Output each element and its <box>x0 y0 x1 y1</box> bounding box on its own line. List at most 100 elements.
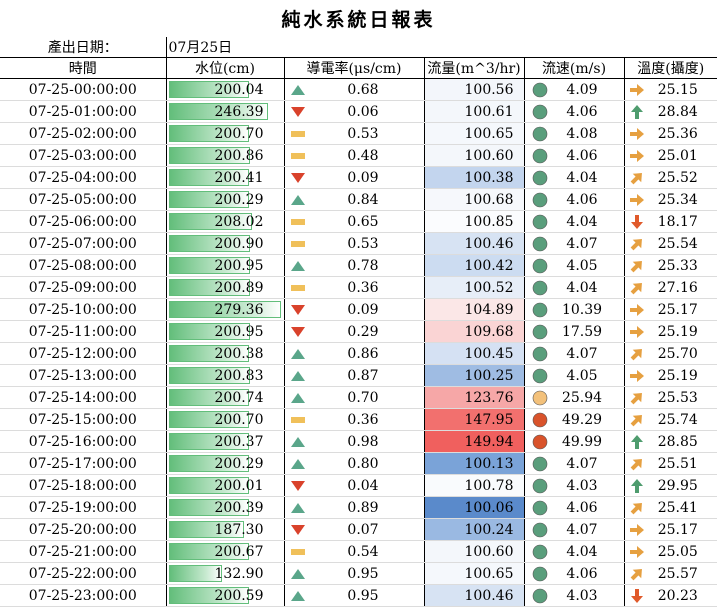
speed-cell: 4.04 <box>524 210 625 233</box>
arrow-upright-icon <box>625 456 649 472</box>
conductivity-cell: 0.36 <box>284 276 425 299</box>
conductivity-value: 0.78 <box>347 257 379 274</box>
level-cell: 200.70 <box>166 122 285 145</box>
speed-cell: 4.05 <box>524 254 625 277</box>
speed-cell: 4.05 <box>524 364 625 387</box>
level-cell: 200.01 <box>166 474 285 497</box>
level-bar <box>168 235 250 252</box>
arrow-right-icon <box>625 82 649 98</box>
temperature-value: 25.70 <box>657 345 698 362</box>
arrow-right-icon <box>625 192 649 208</box>
time-cell: 07-25-02:00:00 <box>0 122 167 145</box>
triangle-neutral-icon <box>287 416 309 423</box>
temperature-value: 25.17 <box>657 301 698 318</box>
speed-value: 10.39 <box>561 301 603 318</box>
conductivity-cell: 0.48 <box>284 144 425 167</box>
temperature-value: 29.95 <box>657 477 698 494</box>
flow-cell: 100.25 <box>424 364 525 387</box>
temperature-cell: 25.34 <box>624 188 717 211</box>
triangle-up-icon <box>287 84 309 95</box>
flow-value: 100.42 <box>464 257 514 274</box>
arrow-upright-icon <box>625 346 649 362</box>
level-cell: 200.70 <box>166 408 285 431</box>
temperature-cell: 25.05 <box>624 540 717 563</box>
table-row: 07-25-15:00:00 200.70 0.36 147.95 49.29 25.74 <box>0 408 717 431</box>
table-row: 07-25-12:00:00 200.38 0.86 100.45 4.07 25.70 <box>0 342 717 365</box>
level-cell: 200.37 <box>166 430 285 453</box>
temperature-cell: 25.17 <box>624 518 717 541</box>
circle-green-icon <box>525 126 555 142</box>
triangle-down-icon <box>287 326 309 337</box>
table-row: 07-25-16:00:00 200.37 0.98 149.94 49.99 28.85 <box>0 430 717 453</box>
header-conductivity: 導電率(μs/cm) <box>284 57 425 79</box>
flow-value: 109.68 <box>464 323 514 340</box>
speed-cell: 4.09 <box>524 78 625 101</box>
speed-value: 4.07 <box>566 521 598 538</box>
temperature-value: 25.41 <box>657 499 698 516</box>
circle-red-icon <box>525 412 555 428</box>
circle-green-icon <box>525 478 555 494</box>
flow-cell: 147.95 <box>424 408 525 431</box>
flow-cell: 123.76 <box>424 386 525 409</box>
speed-value: 25.94 <box>561 389 603 406</box>
speed-value: 49.29 <box>561 411 603 428</box>
flow-cell: 100.65 <box>424 562 525 585</box>
speed-cell: 4.04 <box>524 540 625 563</box>
time-cell: 07-25-15:00:00 <box>0 408 167 431</box>
circle-green-icon <box>525 104 555 120</box>
temperature-cell: 25.19 <box>624 320 717 343</box>
header-level: 水位(cm) <box>166 57 285 79</box>
conductivity-cell: 0.54 <box>284 540 425 563</box>
table-row: 07-25-11:00:00 200.95 0.29 109.68 17.59 25.19 <box>0 320 717 343</box>
triangle-up-icon <box>287 260 309 271</box>
conductivity-value: 0.89 <box>347 499 379 516</box>
level-cell: 200.89 <box>166 276 285 299</box>
triangle-up-icon <box>287 590 309 601</box>
conductivity-value: 0.07 <box>347 521 379 538</box>
speed-value: 4.07 <box>566 455 598 472</box>
level-value: 200.29 <box>214 455 264 472</box>
level-bar <box>168 411 249 428</box>
table-row: 07-25-03:00:00 200.86 0.48 100.60 4.06 25.01 <box>0 144 717 167</box>
conductivity-value: 0.65 <box>347 213 379 230</box>
triangle-down-icon <box>287 172 309 183</box>
table-row: 07-25-05:00:00 200.29 0.84 100.68 4.06 25.34 <box>0 188 717 211</box>
flow-value: 100.60 <box>464 543 514 560</box>
time-cell: 07-25-22:00:00 <box>0 562 167 585</box>
arrow-right-icon <box>625 522 649 538</box>
table-row: 07-25-04:00:00 200.41 0.09 100.38 4.04 25.52 <box>0 166 717 189</box>
speed-cell: 25.94 <box>524 386 625 409</box>
level-cell: 200.29 <box>166 452 285 475</box>
conductivity-cell: 0.04 <box>284 474 425 497</box>
flow-value: 100.13 <box>464 455 514 472</box>
flow-value: 100.52 <box>464 279 514 296</box>
triangle-up-icon <box>287 392 309 403</box>
table-row: 07-25-09:00:00 200.89 0.36 100.52 4.04 27.16 <box>0 276 717 299</box>
arrow-upright-icon <box>625 412 649 428</box>
circle-green-icon <box>525 148 555 164</box>
speed-value: 4.04 <box>566 543 598 560</box>
flow-value: 100.25 <box>464 367 514 384</box>
triangle-up-icon <box>287 194 309 205</box>
level-cell: 200.83 <box>166 364 285 387</box>
conductivity-cell: 0.36 <box>284 408 425 431</box>
flow-cell: 100.24 <box>424 518 525 541</box>
temperature-cell: 25.15 <box>624 78 717 101</box>
speed-cell: 4.07 <box>524 452 625 475</box>
header-speed: 流速(m/s) <box>524 57 625 79</box>
conductivity-cell: 0.80 <box>284 452 425 475</box>
table-row: 07-25-10:00:00 279.36 0.09 104.89 10.39 25.17 <box>0 298 717 321</box>
table-row: 07-25-20:00:00 187.30 0.07 100.24 4.07 25.17 <box>0 518 717 541</box>
temperature-value: 18.17 <box>657 213 698 230</box>
arrow-right-icon <box>625 126 649 142</box>
level-value: 279.36 <box>214 301 264 318</box>
flow-value: 100.65 <box>464 125 514 142</box>
level-bar <box>168 455 249 472</box>
level-bar <box>168 323 250 340</box>
report-title: 純水系統日報表 <box>281 9 436 31</box>
level-cell: 132.90 <box>166 562 285 585</box>
conductivity-cell: 0.95 <box>284 584 425 607</box>
time-cell: 07-25-07:00:00 <box>0 232 167 255</box>
arrow-right-icon <box>625 324 649 340</box>
header-flow: 流量(m^3/hr) <box>424 57 525 79</box>
